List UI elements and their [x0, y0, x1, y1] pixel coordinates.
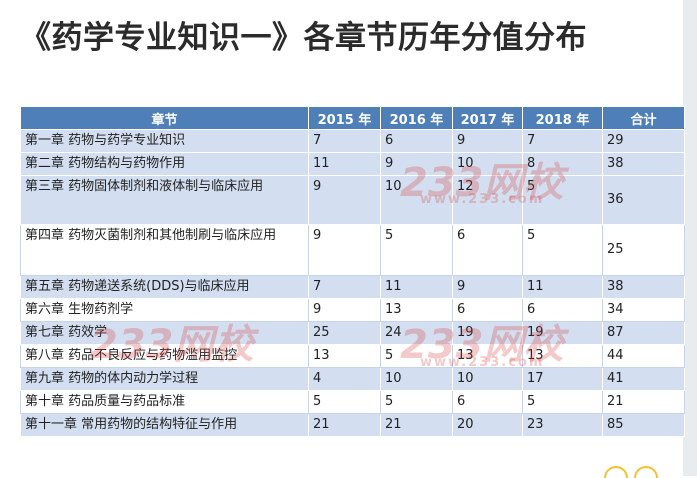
- chapter-cell: 第四章 药物灭菌制剂和其他制刷与临床应用: [20, 224, 309, 276]
- table-row: 第七章 药效学 25 24 19 19 87: [20, 321, 685, 345]
- table-row: 第四章 药物灭菌制剂和其他制刷与临床应用 9 5 6 5 25: [20, 224, 685, 276]
- score-table-container: 章节 2015 年 2016 年 2017 年 2018 年 合计 第一章 药物…: [20, 106, 685, 437]
- score-cell: 10: [452, 367, 523, 391]
- score-cell: 6: [380, 129, 453, 153]
- score-cell: 13: [522, 344, 603, 368]
- decoration-arc-icon: [604, 466, 628, 478]
- column-header: 2017 年: [452, 106, 523, 130]
- total-cell: 38: [602, 152, 685, 176]
- score-cell: 5: [380, 390, 453, 414]
- score-cell: 5: [380, 344, 453, 368]
- score-cell: 13: [452, 344, 523, 368]
- table-row: 第六章 生物药剂学 9 13 6 6 34: [20, 298, 685, 322]
- score-cell: 13: [380, 298, 453, 322]
- score-cell: 25: [308, 321, 381, 345]
- total-cell: 85: [602, 413, 685, 437]
- page-title: 《药学专业知识一》各章节历年分值分布: [20, 20, 587, 56]
- score-cell: 13: [308, 344, 381, 368]
- table-row: 第一章 药物与药学专业知识 7 6 9 7 29: [20, 129, 685, 153]
- total-cell: 21: [602, 390, 685, 414]
- total-cell: 44: [602, 344, 685, 368]
- score-cell: 5: [522, 175, 603, 225]
- score-cell: 6: [522, 298, 603, 322]
- table-row: 第八章 药品不良反应与药物滥用监控 13 5 13 13 44: [20, 344, 685, 368]
- score-cell: 9: [452, 129, 523, 153]
- table-row: 第十章 药品质量与药品标准 5 5 6 5 21: [20, 390, 685, 414]
- total-cell: 38: [602, 275, 685, 299]
- column-header: 章节: [20, 106, 309, 130]
- score-cell: 7: [308, 275, 381, 299]
- score-cell: 7: [522, 129, 603, 153]
- total-cell: 87: [602, 321, 685, 345]
- score-cell: 6: [452, 390, 523, 414]
- score-cell: 9: [308, 224, 381, 276]
- total-cell: 36: [602, 175, 685, 225]
- score-distribution-table: 章节 2015 年 2016 年 2017 年 2018 年 合计 第一章 药物…: [20, 106, 685, 437]
- total-cell: 41: [602, 367, 685, 391]
- score-cell: 21: [308, 413, 381, 437]
- column-header: 2018 年: [522, 106, 603, 130]
- score-cell: 17: [522, 367, 603, 391]
- score-cell: 10: [380, 175, 453, 225]
- score-cell: 10: [380, 367, 453, 391]
- score-cell: 7: [308, 129, 381, 153]
- score-cell: 4: [308, 367, 381, 391]
- chapter-cell: 第二章 药物结构与药物作用: [20, 152, 309, 176]
- chapter-cell: 第十一章 常用药物的结构特征与作用: [20, 413, 309, 437]
- score-cell: 21: [380, 413, 453, 437]
- score-cell: 20: [452, 413, 523, 437]
- score-cell: 5: [380, 224, 453, 276]
- chapter-cell: 第十章 药品质量与药品标准: [20, 390, 309, 414]
- column-header: 2016 年: [380, 106, 453, 130]
- chapter-cell: 第五章 药物递送系统(DDS)与临床应用: [20, 275, 309, 299]
- score-cell: 6: [452, 298, 523, 322]
- score-cell: 19: [452, 321, 523, 345]
- chapter-cell: 第七章 药效学: [20, 321, 309, 345]
- score-cell: 5: [308, 390, 381, 414]
- score-cell: 23: [522, 413, 603, 437]
- chapter-cell: 第八章 药品不良反应与药物滥用监控: [20, 344, 309, 368]
- score-cell: 11: [380, 275, 453, 299]
- total-cell: 25: [602, 224, 685, 276]
- score-cell: 9: [380, 152, 453, 176]
- score-cell: 11: [522, 275, 603, 299]
- table-header-row: 章节 2015 年 2016 年 2017 年 2018 年 合计: [20, 106, 685, 130]
- table-row: 第三章 药物固体制剂和液体制与临床应用 9 10 12 5 36: [20, 175, 685, 225]
- total-cell: 34: [602, 298, 685, 322]
- chapter-cell: 第三章 药物固体制剂和液体制与临床应用: [20, 175, 309, 225]
- decoration-arc-icon: [634, 466, 658, 478]
- total-cell: 29: [602, 129, 685, 153]
- scrollbar-track: [683, 0, 697, 476]
- score-cell: 8: [522, 152, 603, 176]
- table-row: 第二章 药物结构与药物作用 11 9 10 8 38: [20, 152, 685, 176]
- table-row: 第十一章 常用药物的结构特征与作用 21 21 20 23 85: [20, 413, 685, 437]
- score-cell: 12: [452, 175, 523, 225]
- chapter-cell: 第六章 生物药剂学: [20, 298, 309, 322]
- table-row: 第五章 药物递送系统(DDS)与临床应用 7 11 9 11 38: [20, 275, 685, 299]
- score-cell: 10: [452, 152, 523, 176]
- score-cell: 6: [452, 224, 523, 276]
- score-cell: 9: [308, 175, 381, 225]
- score-cell: 19: [522, 321, 603, 345]
- chapter-cell: 第九章 药物的体内动力学过程: [20, 367, 309, 391]
- column-header: 合计: [602, 106, 685, 130]
- column-header: 2015 年: [308, 106, 381, 130]
- score-cell: 5: [522, 390, 603, 414]
- score-cell: 9: [308, 298, 381, 322]
- chapter-cell: 第一章 药物与药学专业知识: [20, 129, 309, 153]
- score-cell: 5: [522, 224, 603, 276]
- score-cell: 11: [308, 152, 381, 176]
- table-row: 第九章 药物的体内动力学过程 4 10 10 17 41: [20, 367, 685, 391]
- score-cell: 9: [452, 275, 523, 299]
- score-cell: 24: [380, 321, 453, 345]
